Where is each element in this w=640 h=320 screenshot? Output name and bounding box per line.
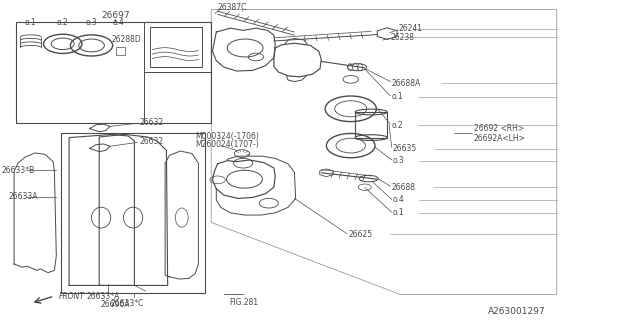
Text: 26387C: 26387C (218, 4, 247, 12)
Text: 26635: 26635 (393, 144, 417, 153)
Text: o.2: o.2 (392, 121, 403, 130)
Text: o.3: o.3 (86, 18, 97, 27)
Text: 26633A: 26633A (8, 192, 38, 201)
Text: o.3: o.3 (393, 156, 404, 165)
Text: 26692A<LH>: 26692A<LH> (474, 134, 525, 143)
Bar (150, 27, 202, 67)
Text: 26632: 26632 (140, 137, 164, 146)
Text: FIG.281: FIG.281 (229, 298, 259, 307)
Text: o.4: o.4 (113, 18, 124, 27)
Text: 26633*A: 26633*A (86, 292, 120, 301)
Bar (61, 133, 205, 293)
Text: 26696A: 26696A (100, 300, 130, 309)
Text: 26632: 26632 (140, 118, 164, 127)
Text: o.1: o.1 (25, 18, 36, 27)
Text: 26697: 26697 (101, 12, 129, 20)
Text: 26241: 26241 (398, 24, 422, 33)
Text: 26688: 26688 (392, 183, 416, 192)
Text: M260024(1707-): M260024(1707-) (195, 140, 259, 149)
Text: o.1: o.1 (392, 92, 403, 101)
Text: 26633*C: 26633*C (110, 299, 143, 308)
Text: A263001297: A263001297 (488, 308, 545, 316)
Text: 26633*B: 26633*B (1, 166, 35, 175)
Text: M000324(-1706): M000324(-1706) (195, 132, 259, 141)
Text: o.2: o.2 (57, 18, 68, 27)
Text: 26692 <RH>: 26692 <RH> (474, 124, 524, 133)
Text: 26288D: 26288D (112, 36, 141, 44)
Text: FRONT: FRONT (59, 292, 85, 301)
Text: o.4: o.4 (393, 196, 404, 204)
Text: 26238: 26238 (390, 33, 415, 42)
Text: 26625: 26625 (348, 230, 372, 239)
Text: 26688A: 26688A (392, 79, 421, 88)
Text: o.1: o.1 (393, 208, 404, 217)
Bar (116, 47, 125, 55)
Bar (355, 112, 387, 138)
Bar (16, 22, 211, 123)
